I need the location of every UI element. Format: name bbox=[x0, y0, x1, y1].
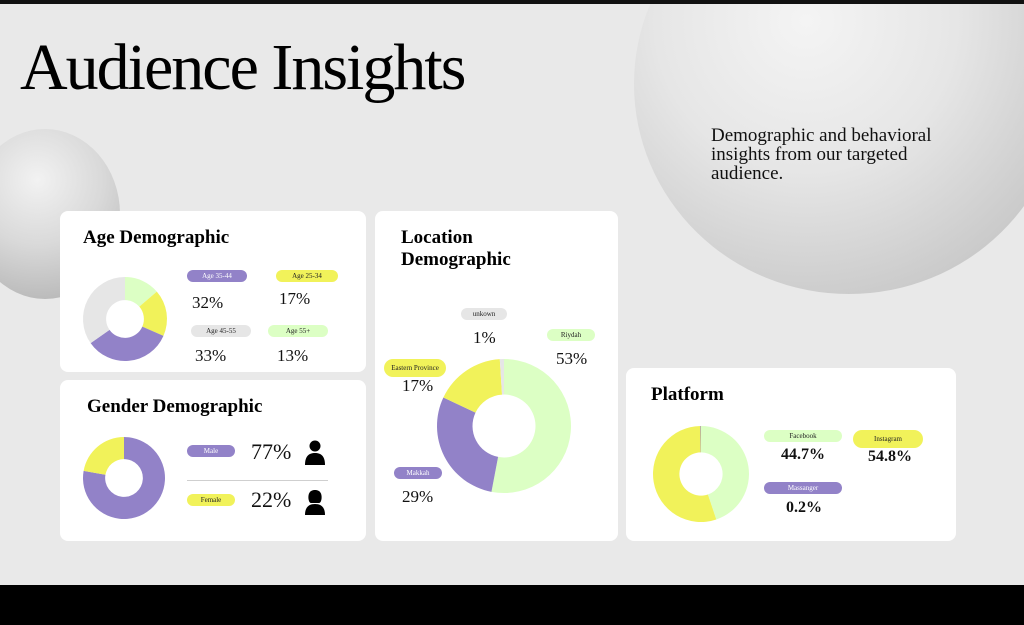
legend-divider bbox=[187, 480, 328, 481]
legend-value-age-25-34: 17% bbox=[279, 289, 311, 308]
platform-card: Platform Facebook 44.7% Instagram 54.8% … bbox=[626, 368, 956, 541]
legend-pill-eastern-province: Eastern Province bbox=[384, 359, 446, 377]
slice-male bbox=[83, 437, 165, 519]
legend-value-riydah: 53% bbox=[556, 349, 588, 368]
legend-pill-facebook: Facebook bbox=[764, 430, 842, 442]
bottom-bar bbox=[0, 588, 1024, 625]
age-demographic-card: Age Demographic Age 35-44 32% Age 25-34 … bbox=[60, 211, 366, 372]
gender-demographic-card: Gender Demographic Male 77% Female 22% bbox=[60, 380, 366, 541]
legend-pill-age-25-34: Age 25-34 bbox=[276, 270, 338, 282]
top-border bbox=[0, 0, 1024, 4]
platform-donut-chart bbox=[653, 426, 749, 522]
slice-eastern-province bbox=[443, 359, 503, 413]
legend-pill-age-35-44: Age 35-44 bbox=[187, 270, 247, 282]
legend-value-female: 22% bbox=[251, 487, 292, 512]
legend-value-age-35-44: 32% bbox=[192, 293, 224, 312]
legend-value-instagram: 54.8% bbox=[868, 448, 912, 465]
slice-age-45-55 bbox=[83, 277, 125, 344]
slice-age-35-44 bbox=[90, 326, 164, 361]
slice-unkown bbox=[499, 359, 504, 395]
slice-riydah bbox=[491, 359, 571, 493]
slice-facebook bbox=[701, 426, 749, 520]
card-title: Age Demographic bbox=[83, 227, 230, 248]
location-demographic-card: Location Demographic unkown 1% Riydah 53… bbox=[375, 211, 618, 541]
age-donut-chart bbox=[83, 277, 167, 361]
card-title: Location Demographic bbox=[401, 227, 511, 270]
legend-pill-unkown: unkown bbox=[461, 308, 507, 320]
male-person-icon bbox=[305, 440, 325, 465]
legend-pill-riydah: Riydah bbox=[547, 329, 595, 341]
slice-massanger bbox=[700, 426, 701, 453]
gender-donut-chart bbox=[83, 437, 165, 519]
legend-value-eastern-province: 17% bbox=[402, 376, 434, 395]
legend-value-male: 77% bbox=[251, 439, 292, 464]
legend-pill-age-45-55: Age 45-55 bbox=[191, 325, 251, 337]
legend-value-unkown: 1% bbox=[473, 328, 496, 347]
legend-value-age-45-55: 33% bbox=[195, 346, 227, 365]
slide: Audience Insights Demographic and behavi… bbox=[0, 4, 1024, 585]
legend-pill-makkah: Makkah bbox=[394, 467, 442, 479]
slice-age-25-34 bbox=[139, 291, 167, 336]
legend-value-massanger: 0.2% bbox=[786, 499, 822, 516]
page-subtitle: Demographic and behavioral insights from… bbox=[711, 125, 932, 184]
legend-pill-massanger: Massanger bbox=[764, 482, 842, 494]
legend-value-makkah: 29% bbox=[402, 487, 434, 506]
slice-instagram bbox=[653, 426, 717, 522]
card-title: Gender Demographic bbox=[87, 396, 263, 417]
legend-value-age-55-plus: 13% bbox=[277, 346, 309, 365]
legend-pill-instagram: Instagram bbox=[853, 430, 923, 448]
legend-value-facebook: 44.7% bbox=[781, 446, 825, 463]
slice-age-55- bbox=[125, 277, 157, 307]
slice-female bbox=[83, 437, 124, 475]
legend-pill-age-55-plus: Age 55+ bbox=[268, 325, 328, 337]
location-donut-chart bbox=[437, 359, 571, 493]
page-title: Audience Insights bbox=[20, 31, 466, 104]
legend-pill-male: Male bbox=[187, 445, 235, 457]
slice-makkah bbox=[437, 397, 499, 492]
card-title: Platform bbox=[651, 384, 724, 405]
legend-pill-female: Female bbox=[187, 494, 235, 506]
female-person-icon bbox=[305, 490, 325, 515]
